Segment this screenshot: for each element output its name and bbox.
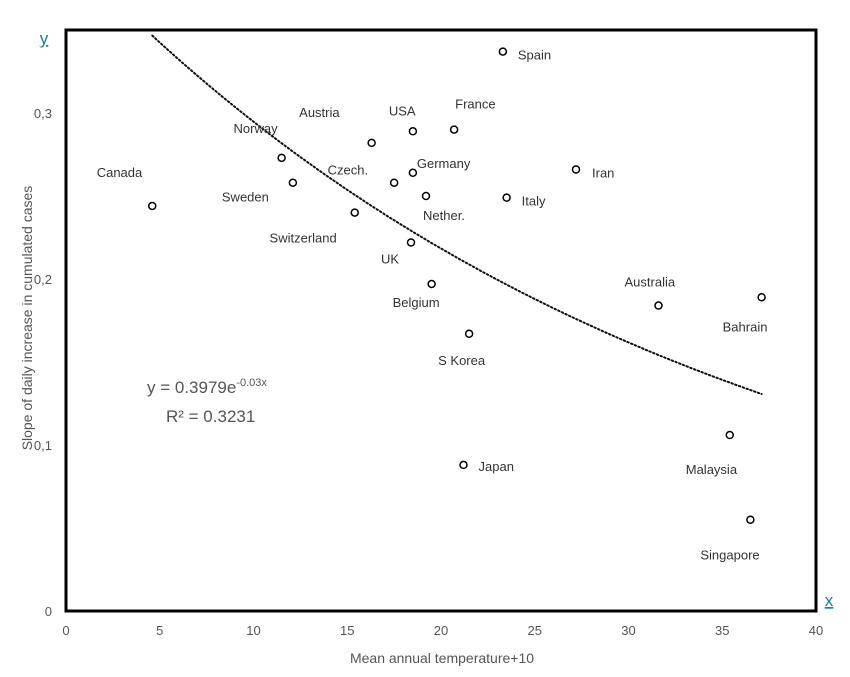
data-point (654, 301, 663, 310)
plot-frame (64, 28, 818, 613)
equation-base: y = 0.3979e (147, 378, 236, 397)
equation-exponent: -0.03x (236, 377, 267, 389)
point-label: Czech. (328, 163, 368, 178)
data-point (408, 127, 418, 136)
data-point (277, 153, 286, 163)
trendline-equation: y = 0.3979e-0.03x (147, 377, 267, 397)
x-tick-label: 20 (434, 623, 448, 638)
data-point (464, 329, 474, 339)
x-tick-label: 40 (809, 623, 823, 638)
data-point (725, 430, 734, 440)
trendline (151, 34, 763, 395)
point-label: Austria (299, 105, 340, 120)
data-point (406, 238, 416, 247)
point-label: Australia (625, 275, 676, 290)
data-point (746, 515, 755, 524)
x-tick-label: 0 (62, 623, 69, 638)
x-tick-label: 25 (528, 623, 542, 638)
point-label: Malaysia (686, 462, 738, 477)
data-point (571, 165, 581, 174)
point-label: USA (389, 103, 416, 118)
point-label: Belgium (393, 295, 440, 310)
data-point (421, 191, 431, 201)
x-tick-label: 5 (156, 623, 163, 638)
y-tick-label: 0,2 (34, 272, 52, 287)
x-tick-label: 15 (340, 623, 354, 638)
point-label: Switzerland (270, 231, 337, 246)
point-label: S Korea (438, 353, 486, 368)
point-label: Sweden (222, 190, 269, 205)
data-point (350, 208, 359, 217)
point-label: Bahrain (723, 319, 768, 334)
point-label: Norway (234, 121, 279, 136)
y-axis-title: Slope of daily increase in cumulated cas… (19, 186, 35, 451)
data-point (502, 193, 511, 202)
data-point (148, 201, 157, 211)
data-point (408, 168, 418, 178)
x-tick-label: 30 (621, 623, 635, 638)
data-point (459, 460, 468, 470)
data-point (449, 125, 459, 134)
x-axis-letter: x (825, 591, 834, 610)
y-tick-label: 0 (45, 604, 52, 619)
point-label: Japan (479, 459, 514, 474)
point-label: Iran (592, 165, 614, 180)
data-point (427, 279, 436, 289)
point-label: UK (381, 251, 399, 266)
y-axis-letter: y (40, 29, 49, 48)
y-tick-label: 0,1 (34, 438, 52, 453)
point-label: Spain (518, 48, 551, 63)
x-tick-label: 35 (715, 623, 729, 638)
point-label: Singapore (700, 548, 759, 563)
x-axis-title: Mean annual temperature+10 (350, 650, 534, 666)
y-tick-label: 0,3 (34, 106, 52, 121)
x-tick-label: 10 (246, 623, 260, 638)
r-squared: R² = 0.3231 (166, 407, 255, 426)
data-point (498, 47, 508, 56)
point-label: Germany (417, 156, 471, 171)
point-label: Nether. (423, 208, 465, 223)
data-point (757, 293, 766, 302)
data-point (288, 178, 298, 187)
point-label: France (455, 97, 495, 112)
data-point (367, 138, 376, 148)
point-label: Canada (97, 165, 143, 180)
point-label: Italy (522, 194, 546, 209)
data-point (389, 178, 399, 187)
